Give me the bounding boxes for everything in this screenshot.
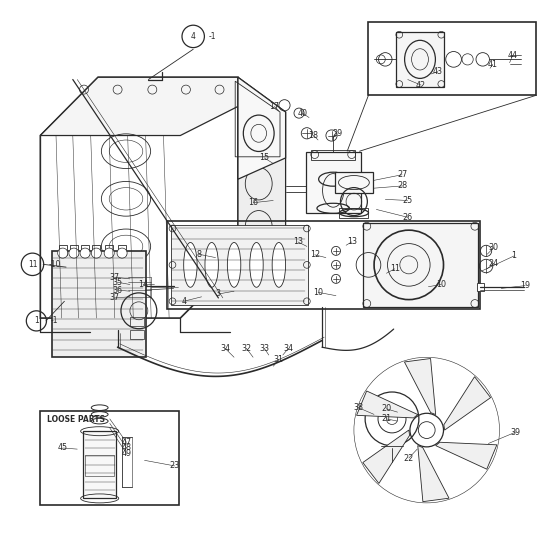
Polygon shape xyxy=(52,251,146,357)
Bar xyxy=(83,431,116,498)
Text: 20: 20 xyxy=(381,404,391,413)
Text: 48: 48 xyxy=(122,444,132,452)
Bar xyxy=(81,245,89,255)
Bar xyxy=(130,330,144,339)
Text: 36: 36 xyxy=(113,286,123,295)
Text: -1: -1 xyxy=(51,316,58,325)
Polygon shape xyxy=(444,377,491,430)
Bar xyxy=(70,245,78,255)
Text: 13: 13 xyxy=(347,237,357,246)
Text: 30: 30 xyxy=(489,243,499,252)
Text: 11: 11 xyxy=(390,264,400,273)
Text: 32: 32 xyxy=(241,344,251,353)
Bar xyxy=(306,152,361,213)
Bar xyxy=(368,22,536,95)
Text: 16: 16 xyxy=(248,198,258,207)
Text: 34: 34 xyxy=(283,344,293,353)
Text: 10: 10 xyxy=(436,280,446,289)
Circle shape xyxy=(69,248,79,258)
Text: 13: 13 xyxy=(293,237,303,246)
Text: 37: 37 xyxy=(110,273,120,282)
Text: LOOSE PARTS: LOOSE PARTS xyxy=(47,415,105,424)
Text: 22: 22 xyxy=(404,454,414,463)
Polygon shape xyxy=(418,446,449,502)
Text: 15: 15 xyxy=(259,153,269,162)
Text: 35: 35 xyxy=(113,278,123,287)
Text: 1: 1 xyxy=(34,316,39,325)
Text: 47: 47 xyxy=(122,438,132,447)
Polygon shape xyxy=(238,77,286,179)
Text: 31: 31 xyxy=(274,355,284,364)
Ellipse shape xyxy=(227,242,241,287)
Ellipse shape xyxy=(250,242,263,287)
Polygon shape xyxy=(357,391,418,418)
Text: 37: 37 xyxy=(110,293,120,302)
Bar xyxy=(59,245,67,255)
Text: 17: 17 xyxy=(269,102,279,111)
Bar xyxy=(118,245,126,255)
Text: 42: 42 xyxy=(416,81,426,90)
Text: 4: 4 xyxy=(181,297,186,306)
Bar xyxy=(335,172,373,193)
Bar xyxy=(130,317,144,326)
Bar xyxy=(339,208,368,218)
Circle shape xyxy=(117,248,127,258)
Text: 43: 43 xyxy=(433,67,443,76)
Polygon shape xyxy=(363,430,409,483)
Bar xyxy=(171,225,308,305)
Ellipse shape xyxy=(205,242,218,287)
Text: 38: 38 xyxy=(353,403,363,412)
Text: 18: 18 xyxy=(309,131,319,140)
Text: 28: 28 xyxy=(397,181,407,190)
Text: 21: 21 xyxy=(381,414,391,423)
Text: 49: 49 xyxy=(122,449,132,458)
Circle shape xyxy=(58,248,68,258)
Bar xyxy=(167,221,480,309)
Text: 14: 14 xyxy=(138,280,148,289)
Bar xyxy=(85,455,114,476)
Text: 45: 45 xyxy=(58,444,68,452)
Bar xyxy=(92,245,100,255)
Bar xyxy=(311,150,355,160)
Ellipse shape xyxy=(184,242,197,287)
Circle shape xyxy=(80,248,90,258)
Text: 12: 12 xyxy=(310,250,320,259)
Bar xyxy=(363,223,478,307)
Text: 23: 23 xyxy=(170,461,180,470)
Text: 27: 27 xyxy=(397,170,407,179)
Text: 25: 25 xyxy=(403,196,413,205)
Text: 24: 24 xyxy=(489,259,499,268)
Circle shape xyxy=(104,248,114,258)
Text: 33: 33 xyxy=(259,344,269,353)
Polygon shape xyxy=(404,358,436,414)
Text: 34: 34 xyxy=(220,344,230,353)
Text: -10: -10 xyxy=(48,260,60,269)
Text: -1: -1 xyxy=(209,32,216,41)
Bar xyxy=(40,411,179,505)
Polygon shape xyxy=(238,77,286,296)
Text: 11: 11 xyxy=(28,260,37,269)
Text: 19: 19 xyxy=(520,281,530,290)
Text: 3: 3 xyxy=(216,290,221,298)
Text: 1: 1 xyxy=(512,251,516,260)
Text: 29: 29 xyxy=(332,129,342,138)
Polygon shape xyxy=(436,442,497,469)
Text: 26: 26 xyxy=(403,213,413,222)
Polygon shape xyxy=(40,77,238,136)
Text: 39: 39 xyxy=(510,428,520,437)
Text: 4: 4 xyxy=(191,32,195,41)
Text: 10: 10 xyxy=(313,288,323,297)
Text: 44: 44 xyxy=(507,52,517,60)
Circle shape xyxy=(91,248,101,258)
Bar xyxy=(105,245,113,255)
Text: 40: 40 xyxy=(297,109,307,118)
Bar xyxy=(477,283,484,291)
Text: 41: 41 xyxy=(488,60,498,69)
Bar xyxy=(396,32,444,87)
Text: 8: 8 xyxy=(197,250,201,259)
Ellipse shape xyxy=(272,242,286,287)
